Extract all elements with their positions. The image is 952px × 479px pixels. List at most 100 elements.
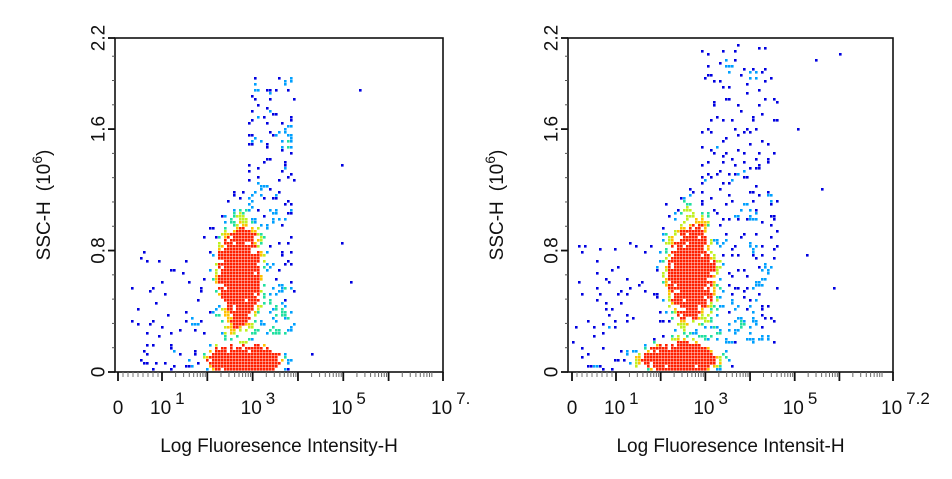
data-point: [590, 365, 593, 368]
data-point: [224, 266, 227, 269]
data-point: [239, 236, 242, 239]
data-point: [248, 209, 251, 212]
data-point: [743, 203, 746, 206]
data-point: [701, 50, 704, 53]
data-point: [677, 254, 680, 257]
data-point: [707, 215, 710, 218]
data-point: [248, 248, 251, 251]
data-point: [677, 296, 680, 299]
data-point: [215, 275, 218, 278]
data-point: [695, 368, 698, 371]
data-point: [248, 230, 251, 233]
data-point: [746, 203, 749, 206]
data-point: [227, 260, 230, 263]
data-point: [221, 332, 224, 335]
data-point: [707, 287, 710, 290]
data-point: [248, 272, 251, 275]
data-point: [233, 251, 236, 254]
data-point: [701, 359, 704, 362]
data-point: [707, 350, 710, 353]
data-point: [170, 332, 173, 335]
data-point: [686, 323, 689, 326]
data-point: [230, 287, 233, 290]
data-point: [692, 299, 695, 302]
data-point: [683, 254, 686, 257]
data-point: [233, 356, 236, 359]
data-point: [713, 254, 716, 257]
data-point: [701, 311, 704, 314]
data-point: [242, 368, 245, 371]
data-point: [770, 77, 773, 80]
data-point: [746, 176, 749, 179]
data-point: [668, 350, 671, 353]
data-point: [230, 254, 233, 257]
data-point: [191, 365, 194, 368]
data-point: [200, 290, 203, 293]
data-point: [680, 362, 683, 365]
data-point: [248, 311, 251, 314]
data-point: [665, 356, 668, 359]
data-point: [704, 362, 707, 365]
data-point: [707, 224, 710, 227]
data-point: [260, 278, 263, 281]
data-point: [668, 272, 671, 275]
data-point: [641, 359, 644, 362]
data-point: [674, 263, 677, 266]
data-point: [767, 305, 770, 308]
data-point: [218, 368, 221, 371]
data-point: [680, 356, 683, 359]
data-point: [728, 194, 731, 197]
data-point: [677, 323, 680, 326]
data-point: [245, 347, 248, 350]
data-point: [230, 350, 233, 353]
data-point: [731, 341, 734, 344]
data-point: [734, 308, 737, 311]
data-point: [776, 200, 779, 203]
data-point: [239, 281, 242, 284]
data-point: [644, 359, 647, 362]
data-point: [698, 359, 701, 362]
data-point: [257, 89, 260, 92]
data-point: [233, 281, 236, 284]
data-point: [290, 140, 293, 143]
data-point: [701, 200, 704, 203]
data-point: [635, 356, 638, 359]
data-point: [701, 230, 704, 233]
data-point: [677, 314, 680, 317]
plot-frame: [114, 37, 444, 373]
data-point: [146, 362, 149, 365]
data-point: [695, 257, 698, 260]
data-point: [770, 224, 773, 227]
data-point: [680, 296, 683, 299]
data-point: [230, 302, 233, 305]
data-point: [686, 350, 689, 353]
data-point: [662, 233, 665, 236]
data-point: [698, 281, 701, 284]
data-point: [233, 191, 236, 194]
data-point: [701, 308, 704, 311]
data-point: [245, 362, 248, 365]
data-point: [260, 254, 263, 257]
data-point: [188, 365, 191, 368]
data-point: [215, 308, 218, 311]
data-point: [734, 329, 737, 332]
data-point: [704, 227, 707, 230]
data-point: [698, 344, 701, 347]
data-point: [719, 260, 722, 263]
data-point: [278, 218, 281, 221]
data-point: [671, 335, 674, 338]
x-tick-base: 10: [431, 398, 452, 419]
data-point: [254, 353, 257, 356]
data-point: [677, 272, 680, 275]
data-point: [173, 269, 176, 272]
x-tick-exponent: 5: [356, 389, 365, 408]
data-point: [224, 332, 227, 335]
data-point: [701, 269, 704, 272]
data-point: [686, 353, 689, 356]
data-point: [251, 242, 254, 245]
data-point: [242, 260, 245, 263]
data-point: [689, 284, 692, 287]
data-point: [251, 134, 254, 137]
data-point: [659, 356, 662, 359]
data-point: [683, 368, 686, 371]
